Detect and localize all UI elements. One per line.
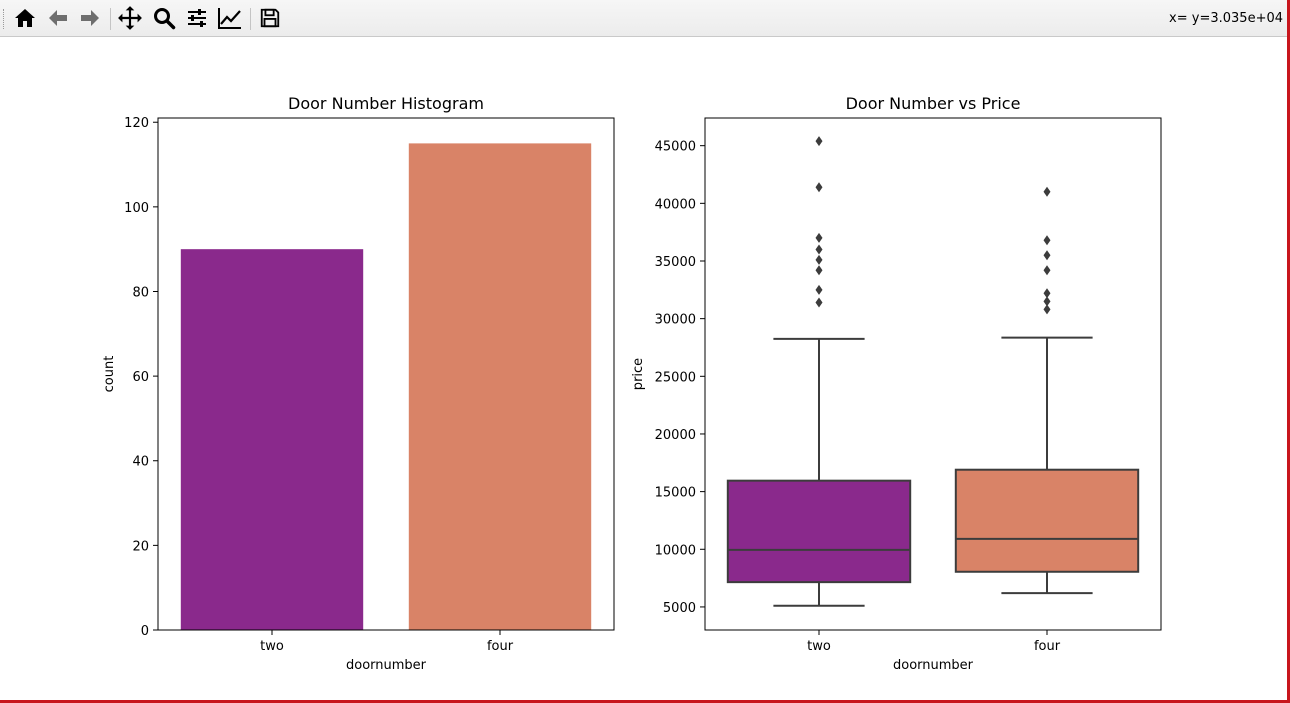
outlier-point-two [815,265,823,276]
outlier-point-four [1043,288,1051,299]
toolbar-grip [3,9,6,29]
outlier-point-four [1043,250,1051,261]
y-tick-label: 80 [132,285,149,300]
x-axis-label: doornumber [893,658,974,673]
y-tick-label: 10000 [655,543,696,558]
outlier-point-two [815,244,823,255]
home-icon [15,9,35,27]
y-tick-label: 45000 [655,140,696,155]
y-tick-label: 0 [141,624,149,639]
toolbar-separator [250,8,251,30]
zoom-button[interactable] [150,4,178,32]
outlier-point-two [815,297,823,308]
y-tick-label: 30000 [655,313,696,328]
y-tick-label: 20 [132,539,149,554]
y-tick-label: 40000 [655,197,696,212]
coordinates-readout: x= y=3.035e+04 [1169,11,1283,26]
box-four [954,468,1140,573]
home-button[interactable] [11,4,39,32]
outlier-point-four [1043,296,1051,307]
move-icon [118,6,142,30]
sliders-icon [188,9,206,27]
y-tick-label: 40 [132,455,149,470]
y-tick-label: 25000 [655,370,696,385]
chart-title: Door Number vs Price [846,94,1021,113]
magnifier-icon [154,8,176,30]
toolbar: x= y=3.035e+04 [0,0,1287,37]
floppy-disk-icon [260,8,280,28]
x-axis-label: doornumber [346,658,427,673]
x-tick-label: two [807,639,831,654]
pan-button[interactable] [116,4,144,32]
outlier-point-two [815,232,823,243]
y-axis-label: price [631,358,646,390]
chart-title: Door Number Histogram [288,94,484,113]
box-two [726,479,912,584]
outlier-point-two [815,254,823,265]
outlier-point-four [1043,304,1051,315]
toolbar-separator [110,8,111,30]
outlier-point-two [815,284,823,295]
outlier-point-four [1043,235,1051,246]
save-button[interactable] [256,4,284,32]
y-tick-label: 60 [132,370,149,385]
outlier-point-four [1043,186,1051,197]
outlier-point-four [1043,265,1051,276]
y-tick-label: 100 [124,201,149,216]
outlier-point-two [815,182,823,193]
bar-four [408,143,592,630]
outlier-point-two [815,136,823,147]
figure-canvas: 0 20 40 60 80 100 120 two four doornumber count Doo… [102,94,1162,673]
x-tick-label: four [487,639,514,654]
forward-button[interactable] [76,4,104,32]
x-tick-label: two [260,639,284,654]
y-tick-label: 20000 [655,428,696,443]
y-tick-label: 120 [124,116,149,131]
y-tick-label: 35000 [655,255,696,270]
y-axis-label: count [102,356,117,393]
axes-button[interactable] [216,4,244,32]
subplots-button[interactable] [183,4,211,32]
y-tick-label: 5000 [663,601,696,616]
back-button[interactable] [44,4,72,32]
x-tick-label: four [1034,639,1061,654]
axes-frame [704,117,1162,631]
arrow-left-icon [49,10,67,26]
y-tick-label: 15000 [655,486,696,501]
axes-frame [157,117,615,631]
arrow-right-icon [81,10,99,26]
bar-two [180,249,364,630]
line-chart-icon [218,8,241,29]
